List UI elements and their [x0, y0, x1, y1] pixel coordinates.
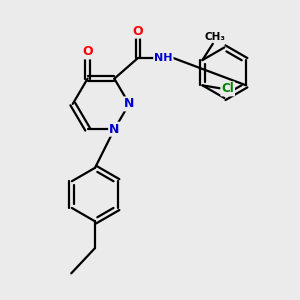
Text: Cl: Cl	[221, 82, 234, 95]
Text: N: N	[124, 98, 134, 110]
Text: O: O	[133, 25, 143, 38]
Text: O: O	[82, 45, 93, 58]
Text: N: N	[109, 123, 119, 136]
Text: NH: NH	[154, 53, 172, 63]
Text: CH₃: CH₃	[204, 32, 225, 42]
